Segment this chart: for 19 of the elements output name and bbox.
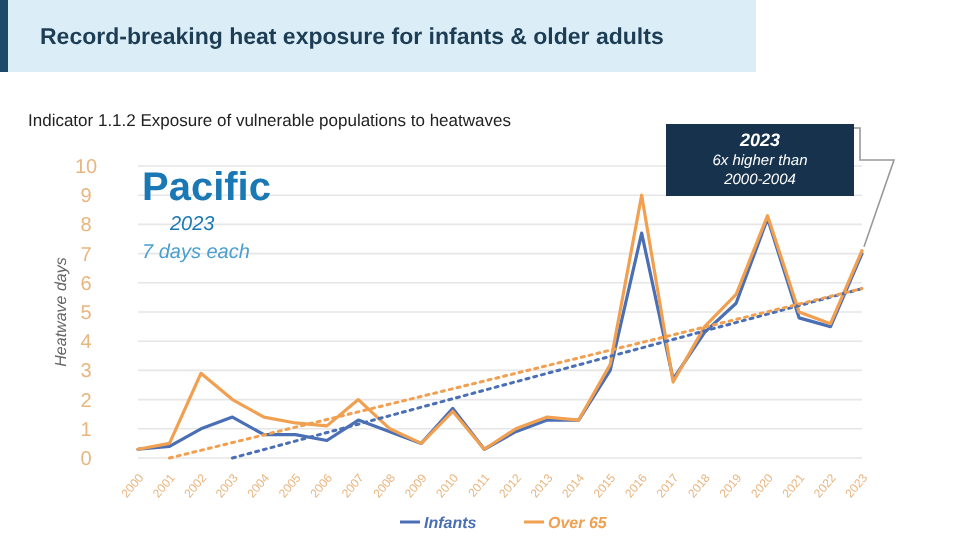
annotation: 2023 — [168, 214, 216, 236]
chart-title: Record-breaking heat exposure for infants & older adults — [40, 26, 664, 50]
annotation: Pacific — [142, 166, 271, 210]
legend-label: Infants — [424, 514, 478, 532]
y-axis-title: Heatwave days — [52, 257, 70, 367]
chart-subtitle: Indicator 1.1.2 Exposure of vulnerable populations to heatwaves — [28, 110, 511, 130]
y-tick-label: 1 — [80, 419, 93, 442]
y-tick-label: 2 — [80, 390, 93, 413]
y-tick-label: 4 — [80, 332, 93, 355]
annotation: 7 days each — [142, 242, 251, 264]
y-tick-label: 6 — [80, 273, 93, 296]
y-tick-label: 3 — [80, 361, 93, 384]
y-tick-label: 0 — [80, 449, 93, 471]
y-tick-label: 5 — [80, 303, 93, 325]
y-tick-label: 8 — [80, 215, 93, 238]
legend-label: Over 65 — [548, 514, 608, 532]
y-tick-label: 7 — [80, 244, 93, 267]
y-tick-label: 10 — [74, 157, 98, 179]
y-tick-label: 9 — [80, 186, 93, 209]
